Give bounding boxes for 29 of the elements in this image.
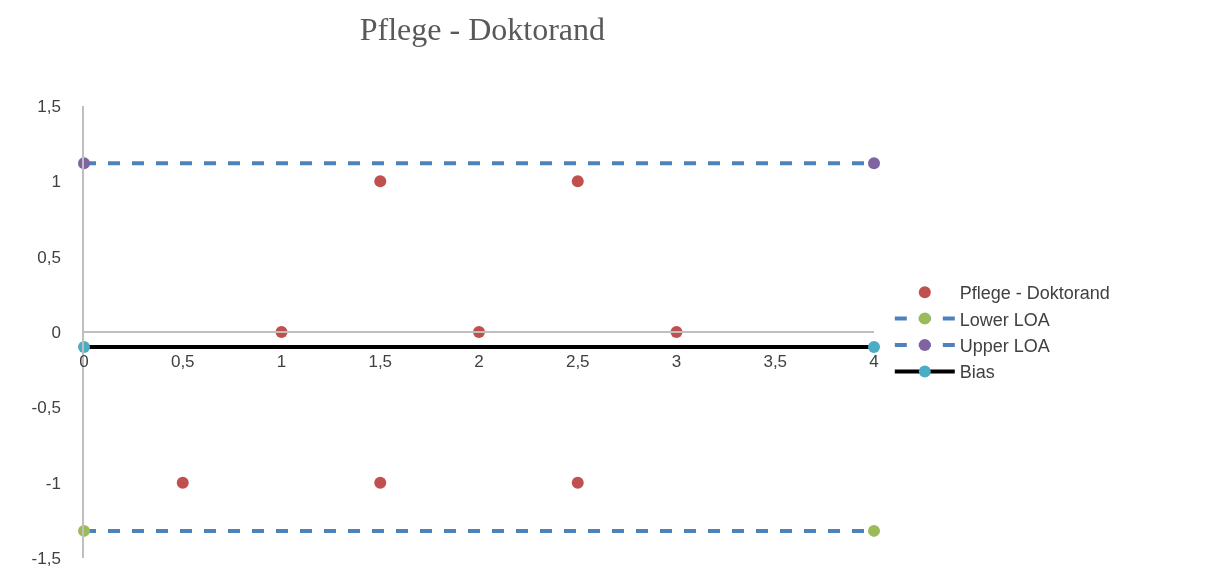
- x-tick-label: 0: [79, 352, 89, 372]
- y-tick-label: 1,5: [37, 96, 61, 116]
- x-tick-label: 0,5: [170, 352, 195, 372]
- point: [374, 476, 387, 489]
- y-tick-label: -1,5: [31, 548, 61, 568]
- legend-label: Upper LOA: [959, 336, 1050, 357]
- x-tick-label: 2,5: [565, 352, 590, 372]
- legend-label: Lower LOA: [959, 309, 1050, 330]
- y-tick-label: 0,5: [37, 247, 61, 267]
- x-tick-label: 3: [671, 352, 682, 372]
- point: [868, 341, 880, 354]
- x-tick-label: 3,5: [763, 352, 788, 372]
- x-tick-label: 2: [474, 352, 484, 372]
- point: [868, 157, 880, 170]
- point: [571, 476, 584, 489]
- x-tick-label: 1,5: [368, 352, 393, 372]
- x-tick-label: 4: [869, 352, 879, 372]
- y-tick-label: 1: [51, 172, 61, 192]
- point: [374, 175, 387, 188]
- point: [868, 524, 880, 537]
- y-tick-label: 0: [51, 322, 61, 342]
- point: [571, 175, 584, 188]
- point: [176, 476, 189, 489]
- y-tick-label: -1: [45, 473, 61, 493]
- legend-label: Pflege - Doktorand: [959, 283, 1110, 304]
- y-tick-label: -0,5: [31, 398, 61, 418]
- chart-title: Pflege - Doktorand: [359, 10, 606, 47]
- x-tick-label: 1: [276, 352, 287, 372]
- legend-label: Bias: [959, 362, 995, 383]
